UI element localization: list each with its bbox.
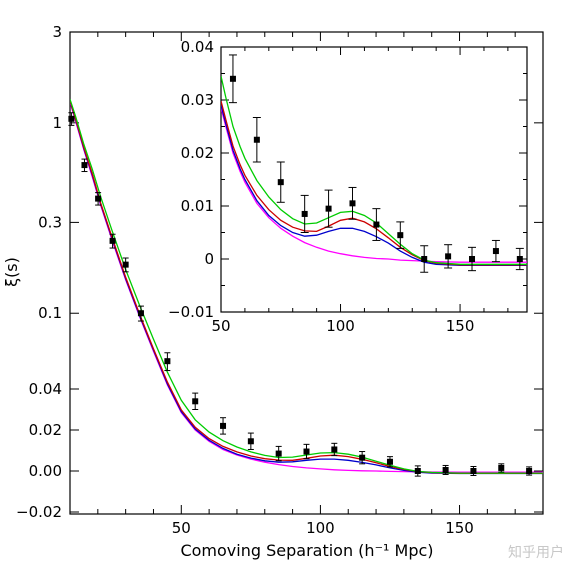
main-panel: 50 100 150 3 1 0.3 0.1 0.04 0.02 0.00 −0.02 bbox=[16, 23, 544, 537]
inset-y-tick-label: 0 bbox=[204, 250, 214, 268]
main-data-point bbox=[386, 458, 393, 465]
main-data-point bbox=[220, 422, 227, 429]
main-data-point bbox=[68, 115, 75, 122]
inset-x-tick-label: 100 bbox=[326, 317, 355, 335]
main-y-tick-label: 0.02 bbox=[29, 421, 62, 439]
main-plot-frame bbox=[69, 31, 544, 515]
inset-data-point bbox=[277, 179, 284, 186]
main-data-point bbox=[122, 261, 129, 268]
main-data-point bbox=[164, 358, 171, 365]
inset-data-point bbox=[373, 221, 380, 228]
main-data-point bbox=[303, 448, 310, 455]
inset-data-point bbox=[516, 256, 523, 262]
inset-data-point bbox=[349, 200, 356, 207]
inset-data-point bbox=[397, 232, 404, 239]
inset-y-tick-label: 0.01 bbox=[181, 197, 214, 215]
inset-y-tick-label: 0.02 bbox=[181, 144, 214, 162]
main-x-tick-label: 150 bbox=[445, 519, 474, 537]
main-y-tick-label: 0.1 bbox=[38, 304, 62, 322]
inset-data-point bbox=[229, 75, 236, 82]
inset-data-point bbox=[445, 253, 452, 260]
inset-series-line bbox=[221, 105, 527, 267]
main-data-point bbox=[526, 468, 533, 474]
main-data-point bbox=[275, 450, 282, 457]
inset-plot-frame bbox=[220, 46, 528, 313]
main-curves bbox=[70, 99, 543, 475]
main-data-point bbox=[95, 195, 102, 202]
inset-x-tick-label: 150 bbox=[446, 317, 475, 335]
main-y-tick-label: 0.3 bbox=[38, 213, 62, 231]
inset-y-tick-label: 0.04 bbox=[181, 38, 214, 56]
y-axis-label: ξ(s) bbox=[2, 257, 21, 287]
watermark: 知乎用户 bbox=[508, 545, 564, 561]
inset-curves bbox=[221, 76, 527, 267]
inset-data-point bbox=[469, 256, 476, 262]
inset-panel: 50 100 150 0.04 0.03 0.02 0.01 0 −0.01 bbox=[168, 38, 528, 335]
main-y-tick-label: −0.02 bbox=[16, 503, 62, 521]
inset-data-point bbox=[301, 210, 308, 217]
main-data-point bbox=[442, 466, 449, 473]
inset-series-line bbox=[221, 107, 527, 263]
main-y-tick-label: 0.00 bbox=[29, 462, 62, 480]
main-data-point bbox=[137, 310, 144, 317]
x-axis-label: Comoving Separation (h⁻¹ Mpc) bbox=[180, 541, 433, 560]
main-y-tick-label: 1 bbox=[52, 114, 62, 132]
main-y-tick-label: 3 bbox=[52, 23, 62, 41]
main-y-tick-label: 0.04 bbox=[29, 380, 62, 398]
main-series-line bbox=[70, 99, 543, 474]
main-data-point bbox=[498, 464, 505, 471]
inset-y-tick-label: 0.03 bbox=[181, 91, 214, 109]
inset-data-point bbox=[253, 136, 260, 143]
main-data-point bbox=[247, 438, 254, 445]
inset-data-point bbox=[325, 205, 332, 212]
inset-series-line bbox=[221, 76, 527, 265]
main-data-point bbox=[192, 398, 199, 405]
main-data-point bbox=[470, 468, 477, 474]
main-x-tick-label: 100 bbox=[306, 519, 335, 537]
inset-data-point bbox=[421, 256, 428, 262]
inset-data-point bbox=[492, 248, 499, 255]
main-data-point bbox=[81, 162, 88, 169]
inset-y-tick-label: −0.01 bbox=[168, 303, 214, 321]
main-data-point bbox=[109, 237, 116, 244]
main-data-point bbox=[414, 468, 421, 474]
main-x-tick-label: 50 bbox=[172, 519, 191, 537]
main-data-point bbox=[331, 446, 338, 453]
main-data-point bbox=[359, 454, 366, 461]
inset-x-tick-label: 50 bbox=[211, 317, 230, 335]
